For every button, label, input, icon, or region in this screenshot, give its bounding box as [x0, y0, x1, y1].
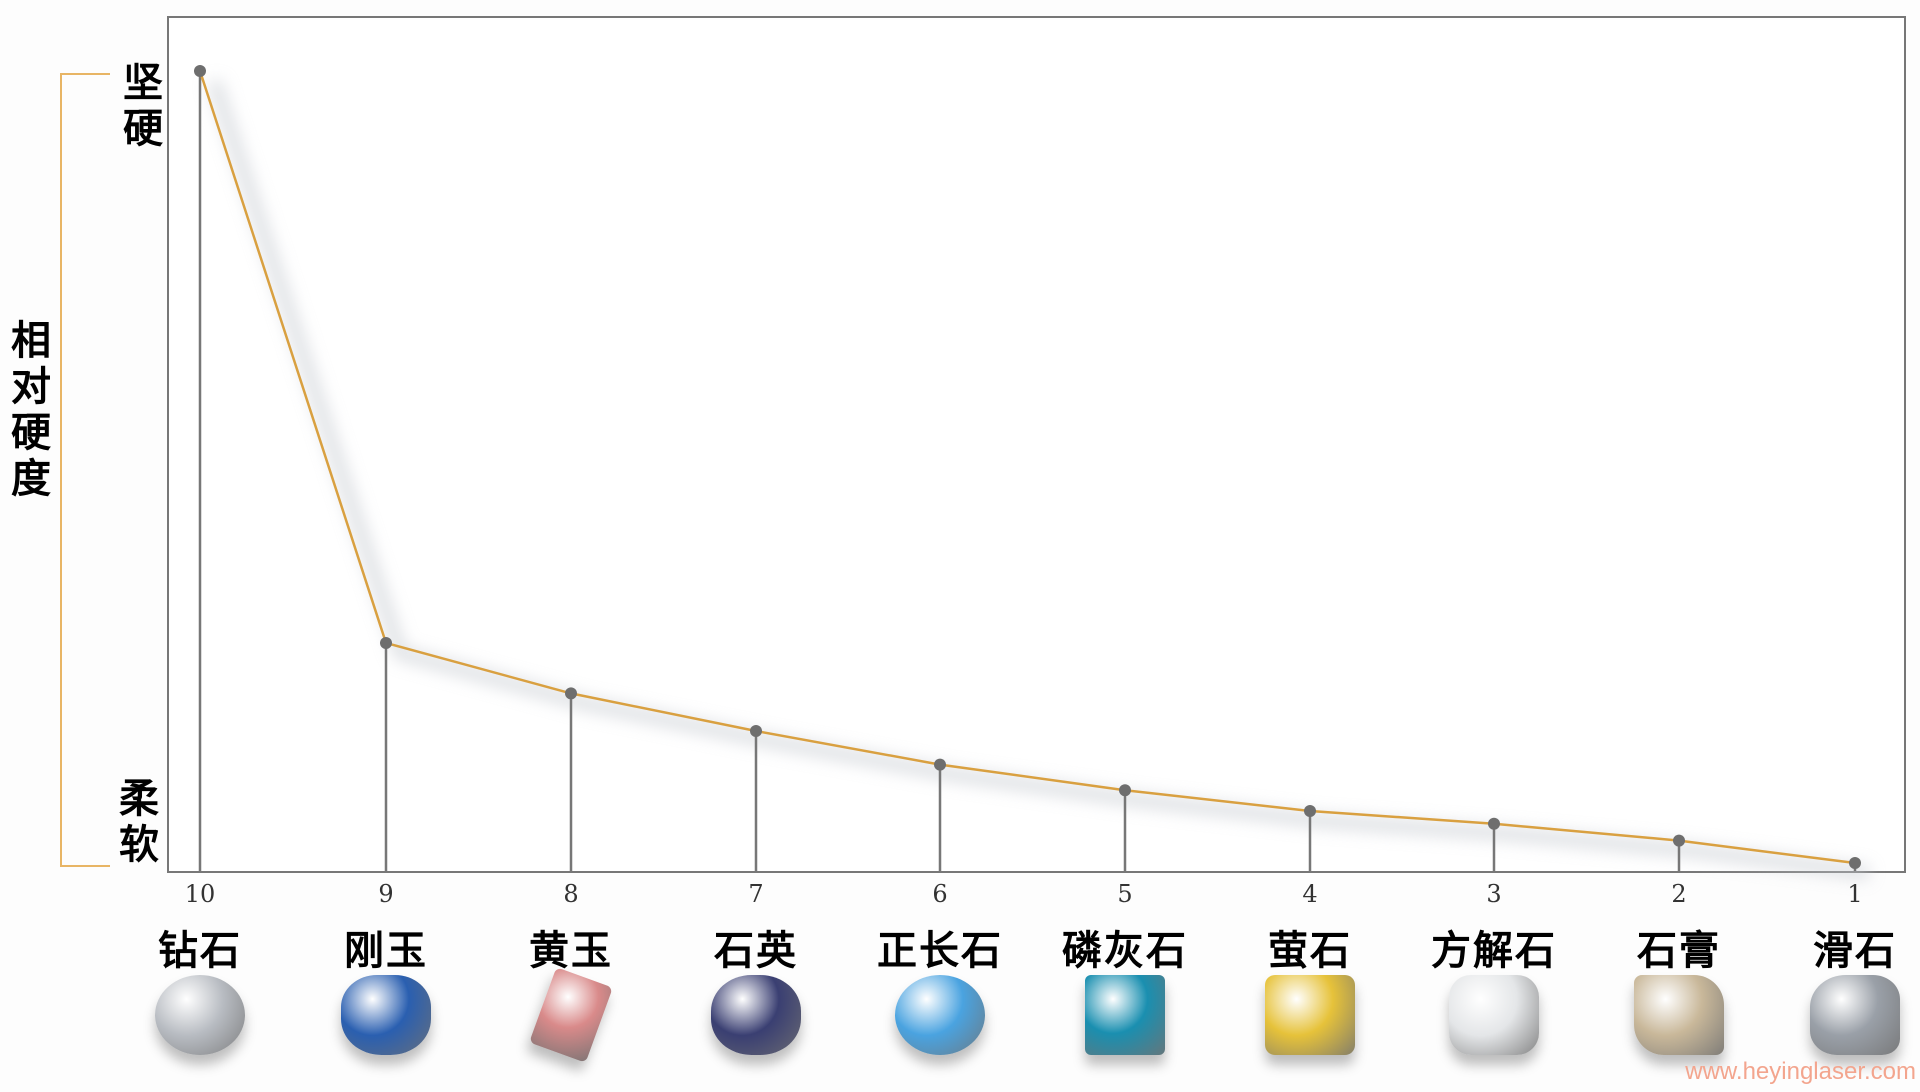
x-tick-label: 8 — [563, 880, 579, 908]
data-point-7 — [750, 725, 762, 737]
mineral-name: 滑石 — [1813, 928, 1897, 974]
y-bracket — [60, 73, 110, 867]
x-tick-label: 6 — [932, 880, 948, 908]
data-point-8 — [565, 687, 577, 700]
y-axis-label: 相对硬度 — [11, 318, 51, 502]
data-point-9 — [380, 637, 392, 649]
gem-image-1 — [1810, 975, 1900, 1055]
x-tick-label: 5 — [1117, 880, 1133, 908]
x-tick-label: 10 — [184, 880, 216, 908]
watermark: www.heyinglaser.com — [1685, 1058, 1916, 1085]
data-point-2 — [1673, 834, 1685, 847]
gem-image-9 — [341, 975, 431, 1055]
y-bottom-label: 柔软 — [119, 776, 159, 868]
gem-image-10 — [155, 975, 245, 1055]
data-point-10 — [194, 65, 206, 77]
gem-image-2 — [1634, 975, 1724, 1055]
gem-image-7 — [711, 975, 801, 1055]
line-shadow — [207, 78, 1870, 880]
mineral-name: 磷灰石 — [1062, 928, 1188, 974]
mineral-name: 正长石 — [877, 928, 1003, 974]
gem-image-6 — [895, 975, 985, 1055]
x-tick-label: 7 — [748, 880, 764, 908]
series-line — [198, 70, 1856, 865]
mineral-name: 方解石 — [1431, 928, 1557, 974]
gem-image-4 — [1265, 975, 1355, 1055]
x-tick-label: 3 — [1486, 880, 1502, 908]
gem-image-5 — [1085, 975, 1165, 1055]
mineral-name: 石英 — [714, 928, 798, 974]
mineral-name: 钻石 — [158, 928, 242, 974]
x-tick-label: 9 — [378, 880, 394, 908]
x-tick-label: 1 — [1847, 880, 1863, 908]
data-point-1 — [1849, 857, 1861, 869]
mineral-name: 刚玉 — [344, 928, 428, 974]
x-tick-label: 2 — [1671, 880, 1687, 908]
data-point-4 — [1304, 805, 1316, 817]
plot-frame — [167, 16, 1906, 873]
gem-image-3 — [1449, 975, 1539, 1055]
mineral-name: 石膏 — [1637, 928, 1721, 974]
data-point-3 — [1488, 817, 1500, 830]
data-point-5 — [1119, 784, 1131, 797]
mineral-name: 黄玉 — [529, 928, 613, 974]
data-point-6 — [934, 758, 946, 771]
x-tick-label: 4 — [1302, 880, 1318, 908]
mineral-name: 萤石 — [1268, 928, 1352, 974]
y-top-label: 坚硬 — [123, 60, 163, 152]
